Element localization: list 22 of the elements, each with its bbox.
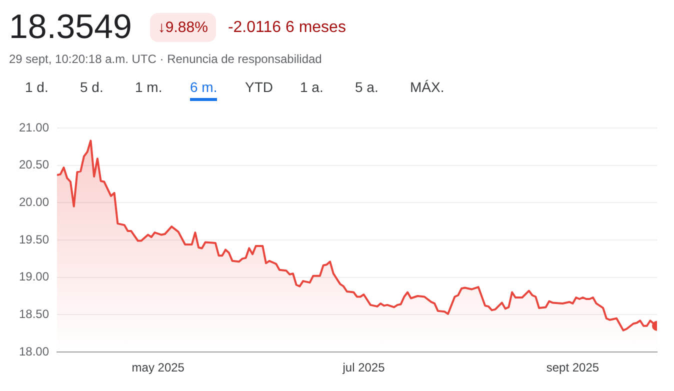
y-tick-label: 20.00 [18, 194, 50, 209]
chart-title: 18.3549 [9, 8, 132, 47]
text: ↓9.88% [150, 13, 216, 42]
y-tick-label: 18.50 [18, 306, 50, 321]
text: MÁX. [410, 79, 444, 97]
x-tick-label: may 2025 [132, 360, 185, 375]
text: 1 a. [300, 79, 324, 97]
text: 1 d. [25, 79, 48, 97]
text: 5 a. [355, 79, 378, 97]
text: 6 m. [190, 79, 218, 101]
x-tick-label: jul 2025 [342, 360, 386, 375]
y-tick-label: 19.00 [18, 270, 50, 284]
chart-subtitle: 29 sept, 10:20:18 a.m. UTC · Renuncia de responsabilidad [9, 52, 322, 66]
text: 1 m. [135, 79, 162, 97]
text: YTD [245, 79, 273, 97]
y-tick-label: 20.50 [18, 158, 50, 172]
y-tick-label: 18.00 [18, 344, 50, 358]
x-tick-label: sept 2025 [546, 360, 600, 375]
y-tick-label: 19.50 [18, 232, 50, 246]
y-tick-label: 21.00 [18, 120, 50, 134]
text: -2.0116 6 meses [228, 18, 346, 36]
text: 5 d. [80, 79, 104, 97]
